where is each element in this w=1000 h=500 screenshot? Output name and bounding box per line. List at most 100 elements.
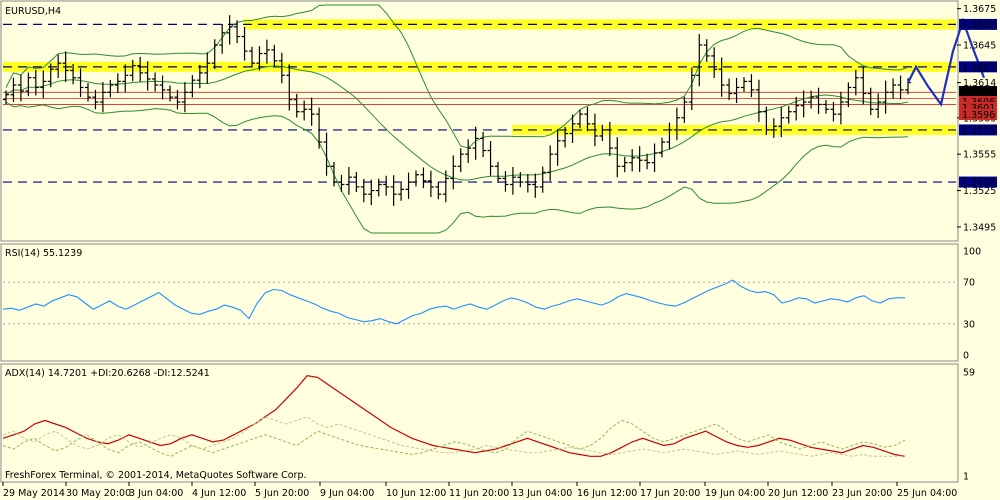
- price-bar: [331, 161, 337, 187]
- price-bar: [338, 174, 345, 192]
- price-bar: [137, 56, 144, 82]
- level-tag-label: 1.3662: [962, 20, 995, 31]
- level-tag: [959, 18, 997, 30]
- price-bar: [606, 121, 613, 157]
- price-bar: [629, 149, 636, 172]
- adx-tick-label: 1: [963, 472, 969, 483]
- price-bar: [278, 52, 285, 84]
- price-bar: [368, 179, 375, 206]
- price-bar: [755, 79, 762, 122]
- price-axis: 1.36751.36451.36141.35851.35551.35251.34…: [957, 4, 997, 233]
- price-bar: [502, 171, 509, 192]
- price-bar: [748, 74, 755, 98]
- level-tag: [959, 176, 997, 188]
- support-resistance-lines: [3, 23, 956, 183]
- price-bar: [539, 166, 546, 193]
- price-bar: [495, 161, 501, 183]
- price-bar: [800, 90, 807, 118]
- price-bar: [85, 83, 91, 102]
- price-bar: [830, 102, 837, 122]
- price-bar: [591, 113, 598, 147]
- price-bar: [845, 82, 852, 108]
- rsi-panel: [0, 243, 959, 362]
- time-tick-label: 11 Jun 20:00: [449, 488, 509, 499]
- price-bar: [92, 89, 99, 110]
- time-tick-label: 17 Jun 20:00: [640, 488, 700, 499]
- time-tick-label: 4 Jun 12:00: [192, 488, 246, 499]
- price-bar: [114, 73, 121, 94]
- time-tick-label: 25 Jun 04:00: [897, 488, 957, 499]
- adx-panel: [0, 363, 959, 483]
- price-bar: [383, 175, 390, 196]
- price-bar: [472, 126, 479, 160]
- price-bar: [875, 93, 882, 119]
- price-bar: [696, 34, 703, 87]
- price-bar: [32, 69, 39, 96]
- price-bar: [174, 89, 181, 110]
- time-tick-label: 23 Jun 20:00: [832, 488, 892, 499]
- price-bar: [360, 178, 367, 203]
- price-bar: [40, 70, 47, 99]
- price-bar: [420, 167, 427, 189]
- price-bar: [390, 175, 397, 206]
- price-bar: [167, 85, 173, 102]
- forecast-line: [907, 17, 986, 108]
- level-tag: [959, 61, 997, 73]
- price-bar: [3, 90, 9, 104]
- price-bar: [480, 131, 487, 158]
- rsi-tick-label: 100: [963, 247, 981, 258]
- price-bar: [823, 100, 829, 114]
- price-bar: [852, 69, 859, 96]
- price-bar: [882, 80, 889, 114]
- price-bar: [122, 64, 129, 93]
- time-tick-label: 20 Jun 12:00: [768, 488, 828, 499]
- rsi-tick-label: 30: [963, 319, 975, 330]
- price-bar: [860, 66, 867, 105]
- price-bar: [808, 90, 815, 109]
- price-bar: [547, 145, 554, 182]
- price-bar: [234, 20, 241, 44]
- price-bar: [770, 118, 777, 138]
- adx-indicator: 59 1: [2, 368, 975, 483]
- price-bar: [524, 174, 531, 193]
- price-bar: [47, 63, 54, 88]
- price-bar: [413, 170, 419, 187]
- price-bar: [688, 67, 695, 111]
- price-bar: [293, 93, 300, 118]
- time-tick-label: 29 May 2014: [3, 488, 65, 499]
- price-tick-label: 1.3525: [963, 186, 996, 197]
- price-tick-label: 1.3645: [963, 41, 996, 52]
- price-bar: [256, 46, 263, 71]
- price-bar: [241, 27, 248, 61]
- price-bar: [785, 105, 792, 124]
- current-price-tag: [959, 86, 997, 97]
- zone-1.3575: [512, 124, 956, 135]
- price-bar: [599, 124, 606, 142]
- price-bar: [301, 100, 308, 121]
- current-price-tag-label: 1.3614: [962, 87, 995, 98]
- zone-1.3627: [3, 61, 956, 72]
- price-tick-label: 1.3555: [963, 150, 996, 161]
- price-bar: [226, 15, 233, 45]
- price-bar: [890, 78, 897, 99]
- price-bar: [793, 96, 800, 121]
- level-tag-label: 1.3532: [962, 178, 995, 189]
- price-bar: [815, 87, 822, 114]
- price-tick-label: 1.3675: [963, 4, 996, 15]
- price-bar: [70, 63, 77, 85]
- price-bar: [17, 74, 24, 102]
- price-bars: [3, 15, 911, 206]
- price-bar: [62, 51, 69, 83]
- current-price-tag-label: 1.3596: [962, 110, 995, 121]
- price-bar: [189, 75, 196, 98]
- price-bar: [673, 107, 680, 141]
- price-bar: [196, 64, 203, 89]
- price-bar: [99, 82, 106, 113]
- price-bar: [345, 167, 352, 195]
- price-bar: [577, 109, 583, 129]
- price-bar: [323, 132, 330, 176]
- price-bar: [897, 75, 904, 100]
- level-tag: [959, 124, 997, 136]
